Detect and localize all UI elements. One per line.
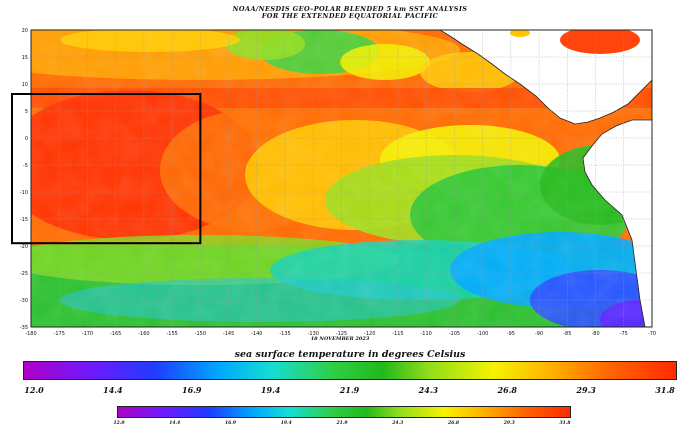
- lat-tick-label: 5: [25, 109, 28, 115]
- lat-tick-label: -5: [23, 163, 28, 169]
- map-title-line2: FOR THE EXTENDED EQUATORIAL PACIFIC: [261, 12, 439, 20]
- highlight-box: [11, 93, 202, 245]
- lat-tick-label: 15: [22, 55, 28, 61]
- colorbar-tick-label: 29.3: [503, 421, 515, 426]
- colorbar-tick-label: 24.3: [392, 421, 404, 426]
- lat-tick-label: -10: [20, 190, 28, 196]
- lon-tick-label: -140: [251, 331, 262, 337]
- lat-tick-label: 0: [25, 136, 28, 142]
- colorbar-tick-label: 12.0: [24, 385, 44, 395]
- colorbar-tick-label: 16.9: [182, 385, 202, 395]
- lon-tick-label: -175: [54, 331, 65, 337]
- lon-tick-label: -155: [166, 331, 177, 337]
- lon-tick-label: -150: [195, 331, 206, 337]
- lon-tick-label: -165: [110, 331, 121, 337]
- lon-tick-label: -80: [591, 331, 599, 337]
- lon-tick-label: -180: [25, 331, 36, 337]
- lon-tick-label: -110: [421, 331, 432, 337]
- lat-tick-label: 20: [22, 28, 28, 34]
- colorbar-small: [117, 406, 571, 418]
- lat-tick-label: 10: [22, 82, 28, 88]
- lon-tick-label: -115: [392, 331, 403, 337]
- colorbar-tick-label: 21.9: [339, 385, 360, 395]
- colorbar-tick-label: 29.3: [576, 385, 596, 395]
- lon-tick-label: -160: [138, 331, 149, 337]
- lon-tick-label: -85: [563, 331, 571, 337]
- lat-tick-label: -25: [20, 271, 28, 277]
- lon-tick-label: -135: [279, 331, 290, 337]
- lon-tick-label: -95: [507, 331, 515, 337]
- colorbar-tick-label: 24.3: [418, 385, 439, 395]
- lon-tick-label: -130: [308, 331, 319, 337]
- lat-tick-label: -15: [20, 217, 28, 223]
- colorbar-tick-label: 19.4: [280, 421, 292, 426]
- map-frame: [30, 29, 653, 328]
- colorbar-tick-label: 12.0: [113, 421, 125, 426]
- colorbar-tick-label: 31.8: [655, 385, 675, 395]
- lon-tick-label: -75: [620, 331, 628, 337]
- axis-labels: -180 -175 -170 -165 -160 -155 -150 -145 -140 -135…: [20, 28, 656, 337]
- colorbar-tick-label: 26.8: [497, 385, 517, 395]
- colorbar-tick-label: 14.4: [169, 421, 181, 426]
- sst-field: [31, 30, 652, 327]
- colorbar-main: [23, 361, 677, 380]
- analysis-date: 18 NOVEMBER 2023: [311, 336, 370, 342]
- lon-tick-label: -70: [648, 331, 656, 337]
- colorbar-tick-label: 26.8: [448, 421, 459, 426]
- lon-tick-label: -145: [223, 331, 234, 337]
- graticule: [31, 30, 652, 327]
- lat-tick-label: -20: [20, 244, 28, 250]
- colorbar-tick-label: 31.8: [559, 421, 571, 426]
- lon-tick-label: -105: [449, 331, 460, 337]
- colorbar-tick-label: 19.4: [260, 385, 281, 395]
- colorbar-title: sea surface temperature in degrees Celsi…: [234, 349, 466, 360]
- colorbar-tick-label: 16.9: [225, 421, 236, 426]
- lon-tick-label: -90: [535, 331, 543, 337]
- lat-tick-label: -35: [20, 325, 28, 331]
- lon-tick-label: -120: [364, 331, 375, 337]
- lon-tick-label: -100: [477, 331, 488, 337]
- lat-tick-label: -30: [20, 298, 28, 304]
- colorbar-tick-label: 21.9: [336, 421, 348, 426]
- lon-tick-label: -170: [82, 331, 93, 337]
- colorbar-tick-label: 14.4: [103, 385, 123, 395]
- lon-tick-label: -125: [336, 331, 347, 337]
- map-title-line1: NOAA/NESDIS GEO–POLAR BLENDED 5 km SST A…: [232, 5, 468, 13]
